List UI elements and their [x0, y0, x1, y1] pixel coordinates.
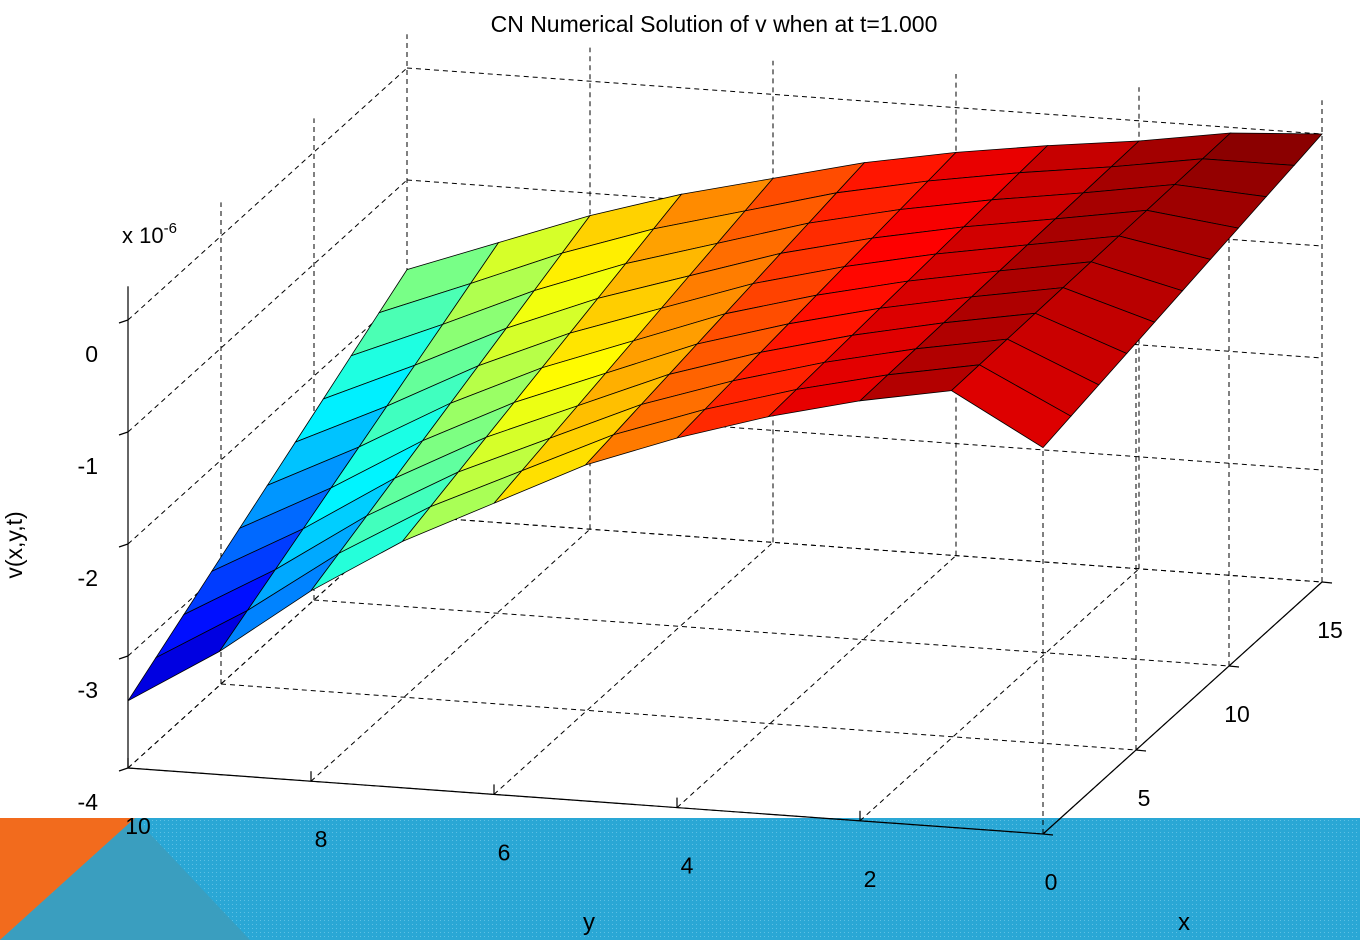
- z-tick-label: -4: [78, 789, 99, 815]
- floor-grid-line: [676, 555, 957, 808]
- z-tick-label: -2: [78, 565, 98, 591]
- x-tick-label: 5: [1138, 785, 1151, 811]
- floor-grid-line: [313, 599, 1230, 667]
- chart-title: CN Numerical Solution of v when at t=1.0…: [491, 11, 938, 37]
- y-tick-label: 8: [315, 826, 328, 852]
- surface-mesh: [127, 132, 1323, 702]
- z-scale-factor: x 10-6: [122, 220, 177, 248]
- x-tick-mark: [1321, 581, 1333, 584]
- x-tick-mark: [1135, 749, 1147, 752]
- x-tick-label: 10: [1224, 701, 1250, 727]
- y-axis-line: [127, 767, 1044, 835]
- z-tick-label: 0: [85, 341, 98, 367]
- back-wall-grid-line: [406, 515, 1323, 583]
- z-tick-label: -3: [78, 677, 98, 703]
- slide-decoration: [0, 818, 1360, 940]
- side-wall-grid-line: [127, 67, 408, 321]
- y-tick-label: 2: [864, 866, 877, 892]
- y-tick-label: 4: [681, 853, 694, 879]
- y-tick-label: 6: [498, 839, 511, 865]
- z-tick-mark: [118, 543, 129, 548]
- x-tick-label: 0: [1045, 869, 1058, 895]
- y-tick-label: 10: [125, 813, 151, 839]
- x-axis-label: x: [1178, 909, 1190, 936]
- z-tick-mark: [118, 655, 129, 660]
- back-wall-grid-line: [406, 67, 1323, 135]
- z-tick-mark: [118, 431, 129, 436]
- corner-teal-triangle: [0, 818, 250, 940]
- y-axis-label: y: [583, 909, 595, 936]
- surface-facet: [950, 364, 1072, 449]
- z-tick-mark: [118, 319, 129, 324]
- floor-grid-line: [493, 542, 774, 795]
- tick-labels: 10 8 6 4 2 0 5 10 15 -4 -3 -2 -1 0: [78, 341, 1343, 895]
- z-tick-mark: [118, 767, 129, 772]
- floor-grid-line: [859, 568, 1140, 822]
- floor-grid-line: [220, 683, 1137, 751]
- x-axis-line: [1042, 581, 1323, 835]
- x-tick-mark: [1228, 665, 1240, 668]
- x-tick-label: 15: [1317, 617, 1343, 643]
- x-tick-mark: [1042, 833, 1054, 836]
- z-tick-label: -1: [78, 453, 98, 479]
- z-axis-label: v(x,y,t): [1, 511, 27, 578]
- axes: [118, 286, 1333, 836]
